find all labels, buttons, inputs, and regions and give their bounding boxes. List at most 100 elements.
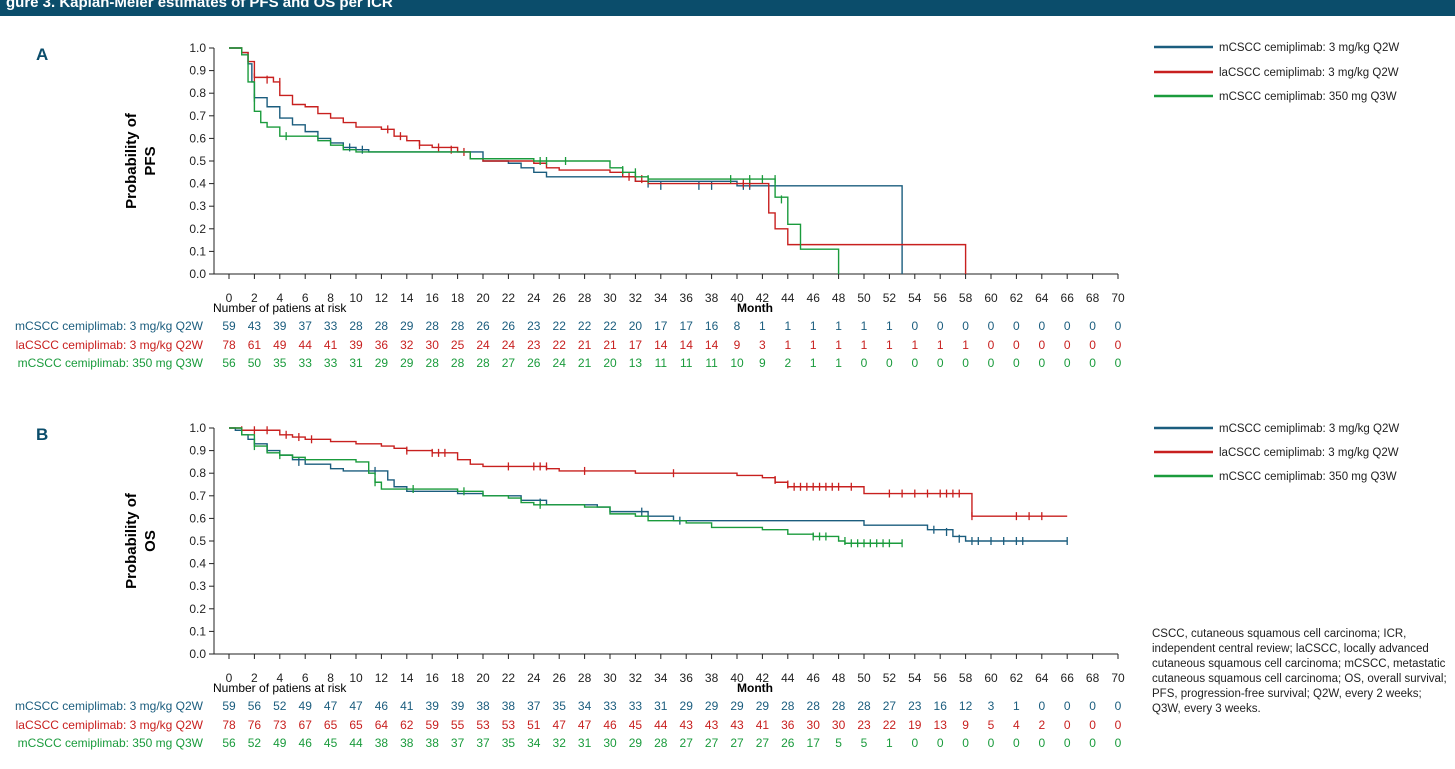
at-risk-value: 53 (502, 718, 516, 732)
at-risk-value: 1 (886, 736, 893, 750)
y-tick-label: 0.5 (189, 154, 206, 168)
y-tick-label: 0.0 (189, 647, 206, 661)
at-risk-value: 0 (1064, 718, 1071, 732)
x-tick-label: 20 (476, 671, 490, 685)
at-risk-value: 0 (1089, 736, 1096, 750)
x-tick-label: 24 (527, 671, 541, 685)
y-tick-label: 0.9 (189, 64, 206, 78)
x-tick-label: 58 (959, 291, 973, 305)
y-tick-label: 0.0 (189, 267, 206, 281)
at-risk-value: 21 (603, 338, 617, 352)
y-axis-title-line1: Probability of (123, 492, 140, 589)
at-risk-value: 20 (603, 356, 617, 370)
at-risk-value: 5 (988, 718, 995, 732)
km-curve-green (229, 427, 903, 544)
at-risk-value: 37 (527, 699, 541, 713)
at-risk-value: 28 (451, 356, 465, 370)
at-risk-value: 23 (908, 699, 922, 713)
at-risk-value: 0 (1115, 736, 1122, 750)
at-risk-value: 1 (784, 338, 791, 352)
y-tick-label: 0.7 (189, 489, 206, 503)
at-risk-value: 22 (603, 319, 617, 333)
at-risk-value: 64 (375, 718, 389, 732)
at-risk-value: 41 (756, 718, 770, 732)
at-risk-value: 24 (502, 338, 516, 352)
at-risk-value: 11 (655, 356, 668, 370)
at-risk-value: 26 (527, 356, 541, 370)
km-curve-red (229, 427, 1068, 517)
at-risk-value: 29 (680, 699, 694, 713)
at-risk-value: 17 (807, 736, 821, 750)
at-risk-value: 78 (222, 718, 236, 732)
x-tick-label: 30 (603, 671, 617, 685)
panel-label: A (36, 45, 48, 64)
km-curve-blue (229, 427, 1068, 542)
at-risk-value: 1 (835, 338, 842, 352)
x-tick-label: 34 (654, 291, 668, 305)
at-risk-value: 29 (629, 736, 643, 750)
at-risk-value: 0 (1089, 319, 1096, 333)
figure-title: gure 3. Kaplan-Meier estimates of PFS an… (6, 0, 393, 11)
at-risk-value: 1 (861, 319, 868, 333)
at-risk-value: 49 (273, 736, 287, 750)
at-risk-value: 22 (883, 718, 897, 732)
at-risk-value: 62 (400, 718, 414, 732)
at-risk-value: 2 (1038, 718, 1045, 732)
at-risk-value: 28 (857, 699, 871, 713)
at-risk-value: 9 (759, 356, 766, 370)
at-risk-value: 1 (810, 356, 817, 370)
at-risk-value: 31 (349, 356, 363, 370)
at-risk-value: 0 (1013, 356, 1020, 370)
x-axis-title: Month (737, 681, 773, 695)
legend-label: laCSCC cemiplimab: 3 mg/kg Q2W (1219, 447, 1399, 459)
at-risk-row-label: laCSCC cemiplimab: 3 mg/kg Q2W (16, 718, 204, 732)
x-tick-label: 12 (375, 291, 389, 305)
x-tick-label: 62 (1010, 671, 1024, 685)
at-risk-value: 24 (553, 356, 567, 370)
at-risk-value: 1 (759, 319, 766, 333)
x-tick-label: 38 (705, 291, 719, 305)
at-risk-value: 30 (832, 718, 846, 732)
x-tick-label: 44 (781, 671, 795, 685)
at-risk-value: 0 (988, 319, 995, 333)
at-risk-value: 33 (324, 319, 338, 333)
x-tick-label: 32 (629, 291, 643, 305)
x-tick-label: 28 (578, 671, 592, 685)
at-risk-value: 53 (476, 718, 490, 732)
at-risk-value: 0 (886, 356, 893, 370)
at-risk-value: 59 (222, 699, 236, 713)
at-risk-value: 0 (1064, 356, 1071, 370)
at-risk-value: 37 (451, 736, 465, 750)
x-tick-label: 18 (451, 671, 465, 685)
at-risk-value: 67 (299, 718, 313, 732)
at-risk-value: 52 (273, 699, 287, 713)
at-risk-value: 28 (426, 356, 440, 370)
at-risk-value: 37 (476, 736, 490, 750)
at-risk-value: 0 (1064, 338, 1071, 352)
at-risk-value: 0 (962, 319, 969, 333)
at-risk-value: 35 (502, 736, 516, 750)
x-tick-label: 60 (984, 671, 998, 685)
at-risk-value: 0 (1064, 319, 1071, 333)
at-risk-value: 21 (578, 356, 592, 370)
at-risk-row-label: mCSCC cemiplimab: 350 mg Q3W (18, 356, 204, 370)
at-risk-value: 0 (988, 356, 995, 370)
at-risk-value: 0 (1013, 338, 1020, 352)
at-risk-value: 29 (756, 699, 770, 713)
at-risk-value: 65 (324, 718, 338, 732)
x-tick-label: 26 (553, 291, 567, 305)
at-risk-value: 0 (1089, 356, 1096, 370)
at-risk-value: 38 (476, 699, 490, 713)
at-risk-value: 59 (222, 319, 236, 333)
at-risk-value: 43 (248, 319, 262, 333)
x-tick-label: 56 (934, 671, 948, 685)
y-axis-title-line1: Probability of (123, 112, 140, 209)
at-risk-value: 65 (349, 718, 363, 732)
x-axis-title: Month (737, 301, 773, 315)
y-tick-label: 0.6 (189, 511, 206, 525)
at-risk-value: 49 (299, 699, 313, 713)
at-risk-value: 41 (400, 699, 414, 713)
at-risk-value: 0 (861, 356, 868, 370)
at-risk-value: 17 (680, 319, 694, 333)
x-tick-label: 2 (251, 291, 258, 305)
